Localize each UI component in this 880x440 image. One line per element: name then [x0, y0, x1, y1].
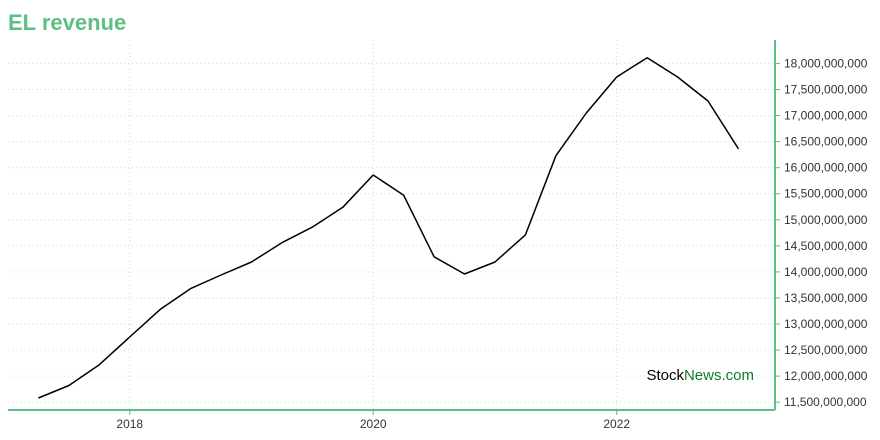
- revenue-series-line: [38, 56, 740, 399]
- x-tick-label: 2022: [603, 417, 630, 431]
- y-tick-label: 13,000,000,000: [784, 317, 868, 331]
- watermark-part-com: .com: [721, 367, 754, 384]
- y-tick-label: 11,500,000,000: [784, 395, 867, 409]
- y-tick-label: 18,000,000,000: [784, 56, 868, 70]
- y-tick-label: 16,000,000,000: [784, 161, 868, 175]
- x-axis-ticks: 2018 2020 2022: [116, 410, 630, 431]
- y-tick-label: 15,000,000,000: [784, 213, 868, 227]
- stocknews-watermark: StockNews.com: [646, 367, 754, 384]
- y-tick-label: 13,500,000,000: [784, 291, 868, 305]
- y-tick-label: 15,500,000,000: [784, 187, 868, 201]
- y-tick-label: 17,500,000,000: [784, 83, 868, 97]
- series-layer: [38, 56, 740, 399]
- watermark-part-news: News: [684, 367, 722, 384]
- y-tick-label: 12,000,000,000: [784, 369, 868, 383]
- y-tick-label: 12,500,000,000: [784, 343, 868, 357]
- chart-title: EL revenue: [8, 10, 126, 35]
- x-tick-label: 2018: [116, 417, 143, 431]
- axes: [8, 40, 776, 411]
- y-axis-ticks: 11,500,000,000 12,000,000,000 12,500,000,0…: [775, 56, 868, 409]
- y-tick-label: 14,500,000,000: [784, 239, 868, 253]
- y-tick-label: 14,000,000,000: [784, 265, 868, 279]
- grid-lines: [8, 40, 775, 410]
- watermark-part-stock: Stock: [646, 367, 684, 384]
- y-tick-label: 16,500,000,000: [784, 135, 868, 149]
- x-tick-label: 2020: [360, 417, 387, 431]
- y-tick-label: 17,000,000,000: [784, 109, 868, 123]
